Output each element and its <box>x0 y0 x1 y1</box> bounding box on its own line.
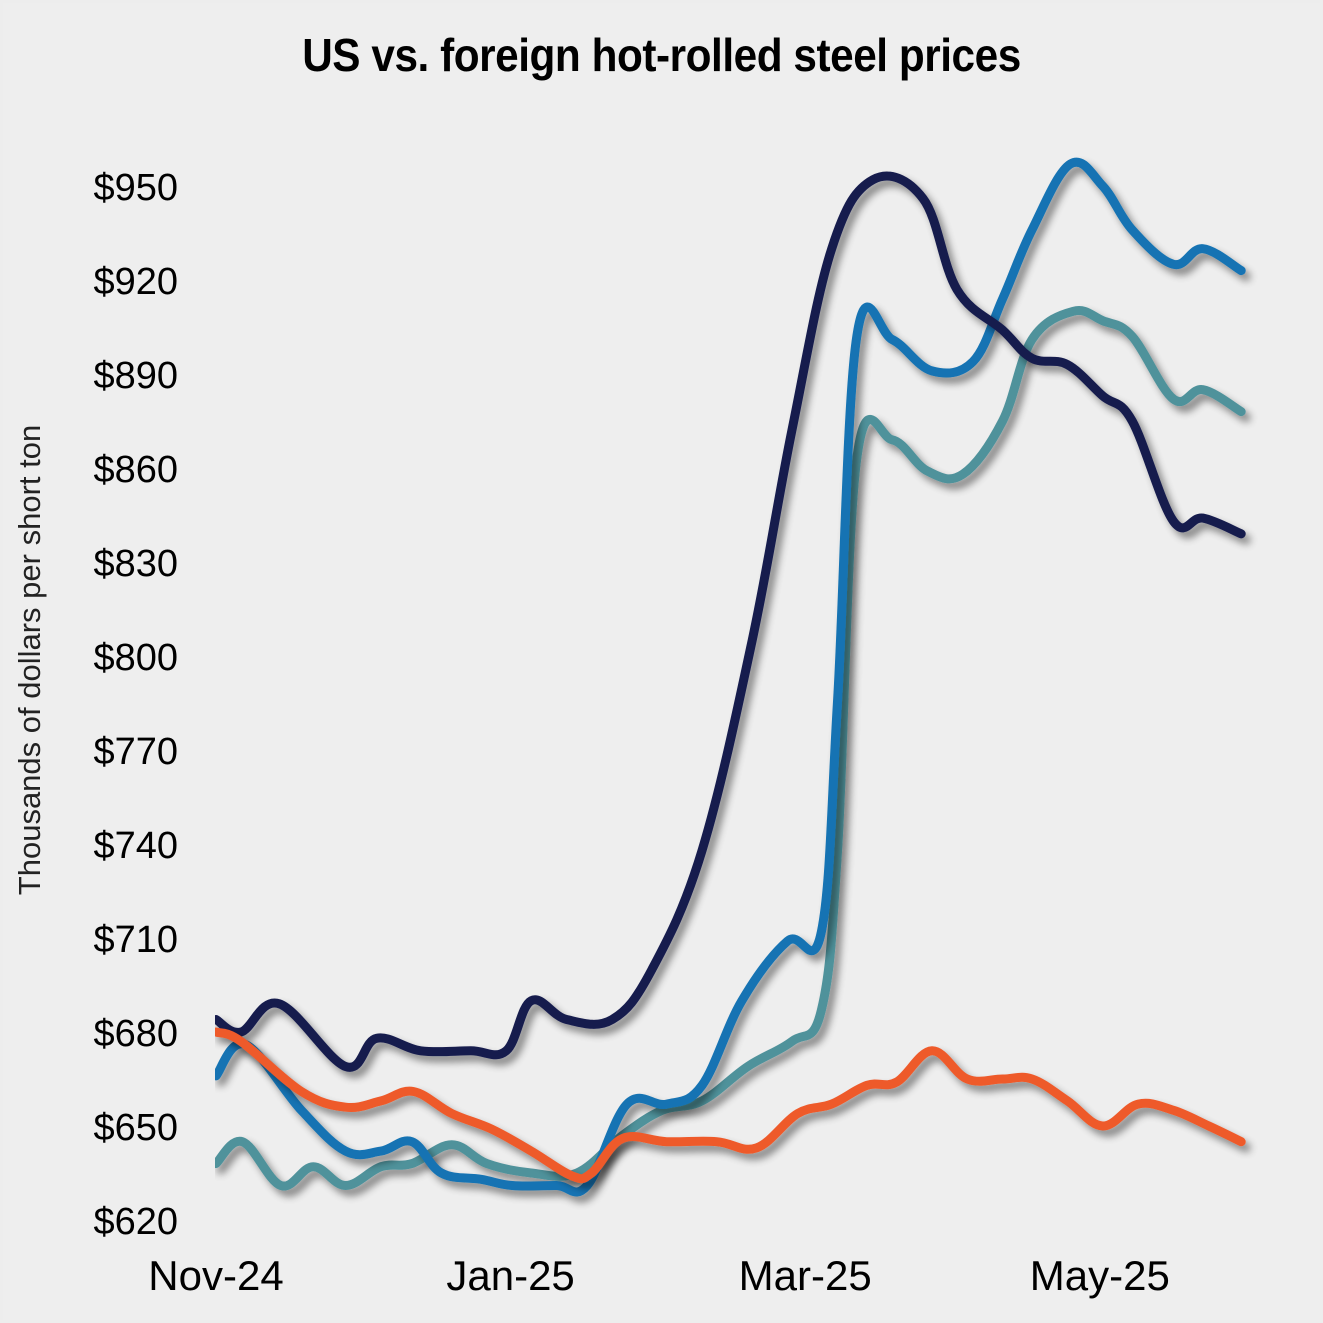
x-axis-ticks: Nov-24 Jan-25 Mar-25 May-25 <box>148 1252 1170 1299</box>
y-tick-label: $620 <box>93 1201 178 1243</box>
x-tick-label: May-25 <box>1030 1252 1170 1299</box>
y-tick-label: $650 <box>93 1107 178 1149</box>
y-tick-label: $920 <box>93 261 178 303</box>
y-tick-label: $710 <box>93 919 178 961</box>
series-lines <box>215 157 1246 1197</box>
chart-title: US vs. foreign hot-rolled steel prices <box>302 29 1021 81</box>
blue-series-line <box>215 157 1246 1197</box>
y-tick-label: $830 <box>93 543 178 585</box>
x-tick-label: Mar-25 <box>739 1252 872 1299</box>
y-tick-label: $680 <box>93 1013 178 1055</box>
y-axis-ticks: $620 $650 $680 $710 $740 $770 $800 $830 $860 $890… <box>93 167 178 1243</box>
y-tick-label: $950 <box>93 167 178 209</box>
y-tick-label: $740 <box>93 825 178 867</box>
x-tick-label: Jan-25 <box>446 1252 574 1299</box>
y-tick-label: $800 <box>93 637 178 679</box>
teal-series-line <box>215 306 1246 1191</box>
y-tick-label: $770 <box>93 731 178 773</box>
y-tick-label: $890 <box>93 355 178 397</box>
x-tick-label: Nov-24 <box>148 1252 283 1299</box>
navy-series-line <box>215 171 1246 1072</box>
y-tick-label: $860 <box>93 449 178 491</box>
orange-series-line <box>215 1027 1246 1184</box>
